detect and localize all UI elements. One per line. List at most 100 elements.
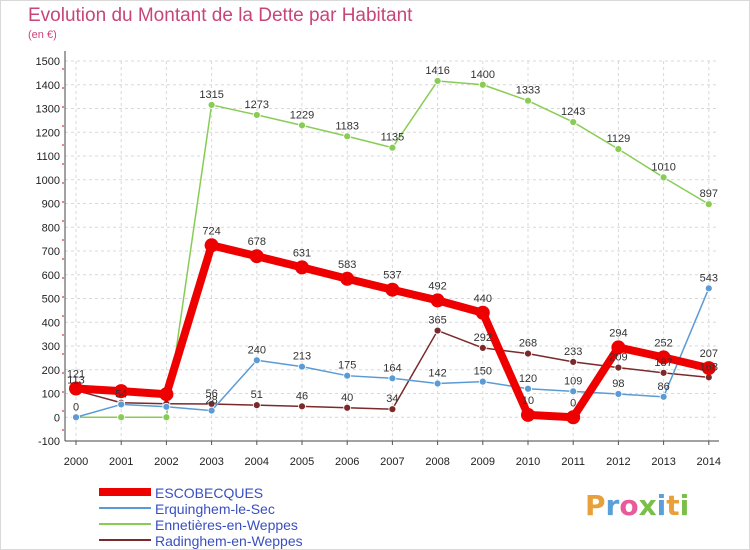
data-label: 28 — [205, 395, 217, 407]
data-label: 54 — [115, 388, 127, 400]
data-point — [72, 413, 80, 422]
data-label: 46 — [296, 390, 308, 402]
chart-title: Evolution du Montant de la Dette par Hab… — [28, 5, 413, 26]
y-tick-label: 1500 — [36, 56, 60, 68]
legend-label: Radinghem-en-Weppes — [155, 533, 303, 549]
y-tick-label: 700 — [42, 246, 60, 258]
data-label: 724 — [202, 225, 220, 237]
x-tick-label: 2008 — [425, 456, 449, 468]
data-label: 543 — [700, 272, 718, 284]
data-label: 292 — [474, 332, 492, 344]
data-label: 233 — [564, 346, 582, 358]
data-label: 1400 — [471, 69, 495, 81]
brand-letter: i — [679, 489, 690, 522]
legend-label: ESCOBECQUES — [155, 485, 264, 501]
y-tick-label: 600 — [42, 270, 60, 282]
data-label: 1315 — [199, 89, 223, 101]
data-label: 207 — [700, 348, 718, 360]
data-point — [524, 96, 532, 105]
data-point — [478, 377, 487, 386]
x-tick-label: 2006 — [335, 456, 359, 468]
data-label: 0 — [73, 401, 79, 413]
data-point — [204, 238, 219, 253]
data-point — [433, 77, 442, 85]
data-point — [656, 350, 671, 365]
data-label: 440 — [474, 293, 492, 305]
data-label: 678 — [248, 236, 266, 248]
data-label: 98 — [612, 378, 624, 390]
brand-letter: x — [638, 489, 657, 522]
data-point — [521, 407, 535, 422]
x-tick-label: 2009 — [471, 456, 495, 468]
data-point — [614, 363, 623, 372]
y-tick-label: 1300 — [36, 104, 60, 116]
series-escobecques — [69, 238, 716, 425]
data-label: 268 — [519, 338, 537, 350]
data-label: 240 — [248, 344, 266, 356]
data-label: 168 — [700, 361, 718, 373]
data-label: 1333 — [516, 85, 540, 97]
axis-dot — [62, 410, 64, 412]
data-label: 492 — [428, 280, 446, 292]
axis-dot — [62, 258, 64, 260]
legend-label: Erquinghem-le-Sec — [155, 501, 275, 517]
axis-dot — [62, 239, 64, 241]
axis-dot — [62, 334, 64, 336]
data-label: 121 — [67, 369, 85, 381]
data-point — [701, 361, 716, 376]
data-point — [343, 371, 352, 380]
data-point — [388, 405, 397, 414]
axis-dot — [62, 87, 64, 89]
data-point — [388, 374, 397, 383]
y-tick-label: 900 — [42, 199, 60, 211]
data-point — [340, 271, 355, 286]
brand-logo: Proxiti — [585, 489, 689, 522]
y-tick-label: 1000 — [36, 175, 60, 187]
series-erquinghem-le-sec — [72, 284, 713, 422]
axis-dot — [62, 125, 64, 127]
data-label: 113 — [67, 374, 85, 386]
data-point — [385, 282, 400, 297]
axis-dot — [62, 220, 64, 222]
x-tick-label: 2005 — [290, 456, 314, 468]
data-point — [704, 284, 713, 293]
data-label: 0 — [570, 397, 576, 409]
data-point — [659, 392, 668, 401]
data-point — [343, 132, 352, 141]
y-tick-label: 400 — [42, 317, 60, 329]
data-point — [117, 400, 126, 409]
data-point — [524, 384, 532, 393]
data-point — [207, 406, 216, 415]
data-point — [249, 249, 264, 264]
x-tick-label: 2007 — [380, 456, 404, 468]
data-point — [252, 401, 261, 410]
data-point — [475, 305, 490, 320]
axis-dot — [62, 391, 64, 393]
data-point — [114, 384, 129, 399]
y-tick-label: 0 — [54, 412, 60, 424]
data-label: 10 — [522, 395, 534, 407]
data-label: 120 — [519, 373, 537, 385]
y-tick-label: 100 — [42, 389, 60, 401]
x-tick-label: 2002 — [154, 456, 178, 468]
y-tick-label: 1200 — [36, 127, 60, 139]
y-tick-label: 200 — [42, 365, 60, 377]
data-label: 897 — [700, 188, 718, 200]
data-point — [566, 410, 581, 425]
axis-dot — [62, 277, 64, 279]
data-label: 1129 — [607, 133, 631, 145]
data-label: 1135 — [381, 132, 405, 144]
data-point — [162, 413, 171, 422]
data-label: 164 — [383, 362, 401, 374]
data-label: 1229 — [290, 109, 314, 121]
data-point — [569, 118, 578, 126]
legend-label: Ennetières-en-Weppes — [155, 517, 298, 533]
legend-swatch — [99, 523, 151, 525]
brand-letter: r — [605, 489, 620, 522]
chart-subtitle: (en €) — [28, 29, 57, 41]
data-point — [659, 173, 668, 182]
data-point — [388, 143, 397, 152]
data-label: 56 — [205, 388, 217, 400]
data-label: 365 — [428, 315, 446, 327]
